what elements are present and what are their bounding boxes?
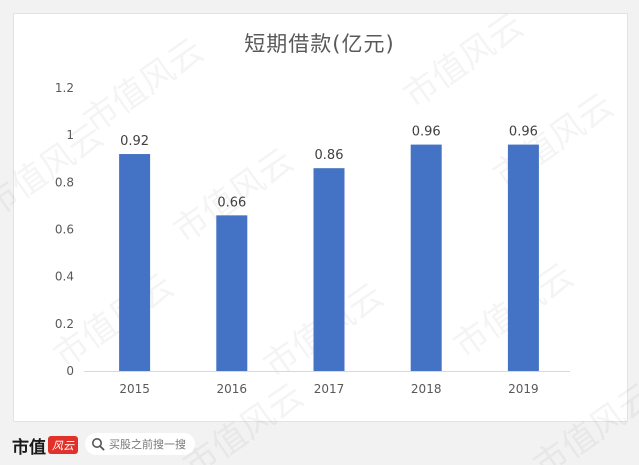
data-label: 0.96 xyxy=(412,125,441,140)
bar xyxy=(507,144,539,371)
data-labels: 0.92 0.66 0.86 0.96 0.96 xyxy=(120,125,538,211)
data-label: 0.86 xyxy=(315,148,344,163)
data-label: 0.96 xyxy=(509,125,538,140)
y-tick-label: 0.4 xyxy=(55,270,74,284)
data-label: 0.66 xyxy=(217,195,246,210)
footer-bar: 市值 风云 买股之前搜一搜 xyxy=(0,426,639,465)
y-axis: 0 0.2 0.4 0.6 0.8 1 1.2 xyxy=(55,81,570,378)
bar xyxy=(410,144,442,371)
data-label: 0.92 xyxy=(120,134,149,149)
y-tick-label: 1 xyxy=(66,128,74,142)
y-tick-label: 1.2 xyxy=(55,81,74,95)
brand: 市值 风云 xyxy=(12,434,78,458)
watermark-text: 市值风云 xyxy=(397,6,531,117)
x-tick-label: 2017 xyxy=(314,382,345,396)
search-box[interactable]: 买股之前搜一搜 xyxy=(85,433,195,455)
y-tick-label: 0.8 xyxy=(55,175,74,189)
x-tick-label: 2015 xyxy=(119,382,150,396)
watermark-text: 市值风云 xyxy=(487,86,621,197)
x-tick-label: 2018 xyxy=(411,382,442,396)
search-placeholder: 买股之前搜一搜 xyxy=(109,438,186,451)
x-tick-label: 2016 xyxy=(217,382,248,396)
bars xyxy=(119,144,539,371)
brand-logo-text: 风云 xyxy=(52,440,75,453)
chart-title: 短期借款(亿元) xyxy=(244,32,395,56)
bar xyxy=(313,168,345,371)
y-tick-label: 0.6 xyxy=(55,223,74,237)
search-icon xyxy=(92,438,105,451)
bar xyxy=(119,154,151,371)
brand-logo-icon: 风云 xyxy=(48,436,78,454)
y-tick-label: 0.2 xyxy=(55,317,74,331)
watermark-text: 市值风云 xyxy=(0,116,111,227)
x-axis: 2015 2016 2017 2018 2019 xyxy=(119,382,538,396)
y-tick-label: 0 xyxy=(66,364,74,378)
x-tick-label: 2019 xyxy=(508,382,539,396)
bar xyxy=(216,215,248,371)
brand-text: 市值 xyxy=(12,437,46,458)
